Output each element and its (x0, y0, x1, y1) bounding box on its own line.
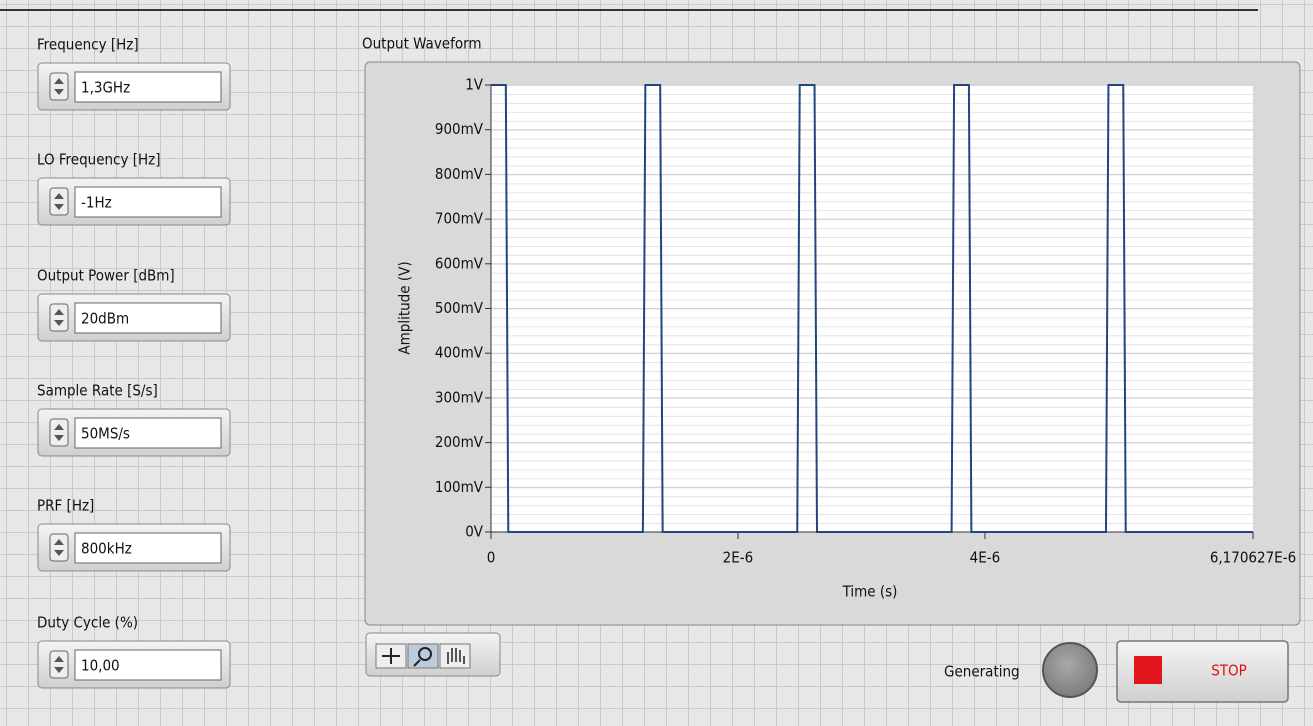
control-value: 50MS/s (81, 425, 130, 443)
x-tick-label: 2E-6 (723, 549, 754, 567)
spinner-arrows (54, 78, 64, 95)
y-tick-label: 300mV (435, 388, 484, 406)
x-tick-label: 6,170627E-6 (1210, 549, 1296, 567)
y-axis-label: Amplitude (V) (396, 261, 414, 354)
graph-palette[interactable] (365, 632, 501, 677)
waveform-line (491, 84, 1253, 533)
x-tick-label: 4E-6 (970, 549, 1001, 567)
y-tick-label: 800mV (435, 165, 484, 183)
spinner[interactable] (49, 533, 69, 562)
spinner[interactable] (49, 72, 69, 101)
spinner-arrows (54, 193, 64, 210)
spinner-arrows (54, 539, 64, 556)
control-value: -1Hz (81, 194, 112, 212)
y-tick-label: 200mV (435, 433, 484, 451)
spinner-arrows (54, 309, 64, 326)
x-axis-label: Time (s) (842, 583, 898, 601)
control-value: 1,3GHz (81, 79, 130, 97)
indicator-label: Generating (944, 663, 1020, 681)
y-tick-label: 100mV (435, 478, 484, 496)
control-value: 10,00 (81, 657, 120, 675)
control-label: Sample Rate [S/s] (37, 382, 158, 400)
control-value: 20dBm (81, 310, 129, 328)
value-box[interactable] (74, 649, 222, 681)
value-box[interactable] (74, 417, 222, 449)
y-tick-label: 600mV (435, 254, 484, 272)
y-tick-label: 0V (465, 523, 484, 541)
control-label: Output Power [dBm] (37, 267, 175, 285)
y-tick-label: 400mV (435, 344, 484, 362)
value-box[interactable] (74, 186, 222, 218)
graph-label: Output Waveform (362, 35, 482, 53)
x-tick-label: 0 (487, 549, 496, 567)
spinner[interactable] (49, 650, 69, 679)
y-tick-label: 1V (465, 76, 484, 94)
y-tick-label: 500mV (435, 299, 484, 317)
control-label: LO Frequency [Hz] (37, 151, 161, 169)
spinner[interactable] (49, 303, 69, 332)
stop-button[interactable]: STOP (1116, 640, 1289, 703)
control-label: Duty Cycle (%) (37, 614, 138, 632)
generating-led (1042, 642, 1098, 698)
value-box[interactable] (74, 71, 222, 103)
y-tick-label: 700mV (435, 210, 484, 228)
spinner-arrows (54, 424, 64, 441)
value-box[interactable] (74, 532, 222, 564)
spinner[interactable] (49, 418, 69, 447)
y-tick-label: 900mV (435, 120, 484, 138)
stop-icon (1134, 656, 1162, 684)
controls: Frequency [Hz] 1,3GHz LO Frequency [Hz] -1H… (37, 36, 231, 689)
control-value: 800kHz (81, 540, 132, 558)
value-box[interactable] (74, 302, 222, 334)
spinner-arrows (54, 656, 64, 673)
spinner[interactable] (49, 187, 69, 216)
stop-label: STOP (1211, 662, 1247, 680)
plot: 0V 100mV 200mV 300mV 400mV 500mV 600mV 700mV 800… (435, 76, 1296, 567)
control-label: Frequency [Hz] (37, 36, 139, 54)
control-label: PRF [Hz] (37, 497, 94, 515)
